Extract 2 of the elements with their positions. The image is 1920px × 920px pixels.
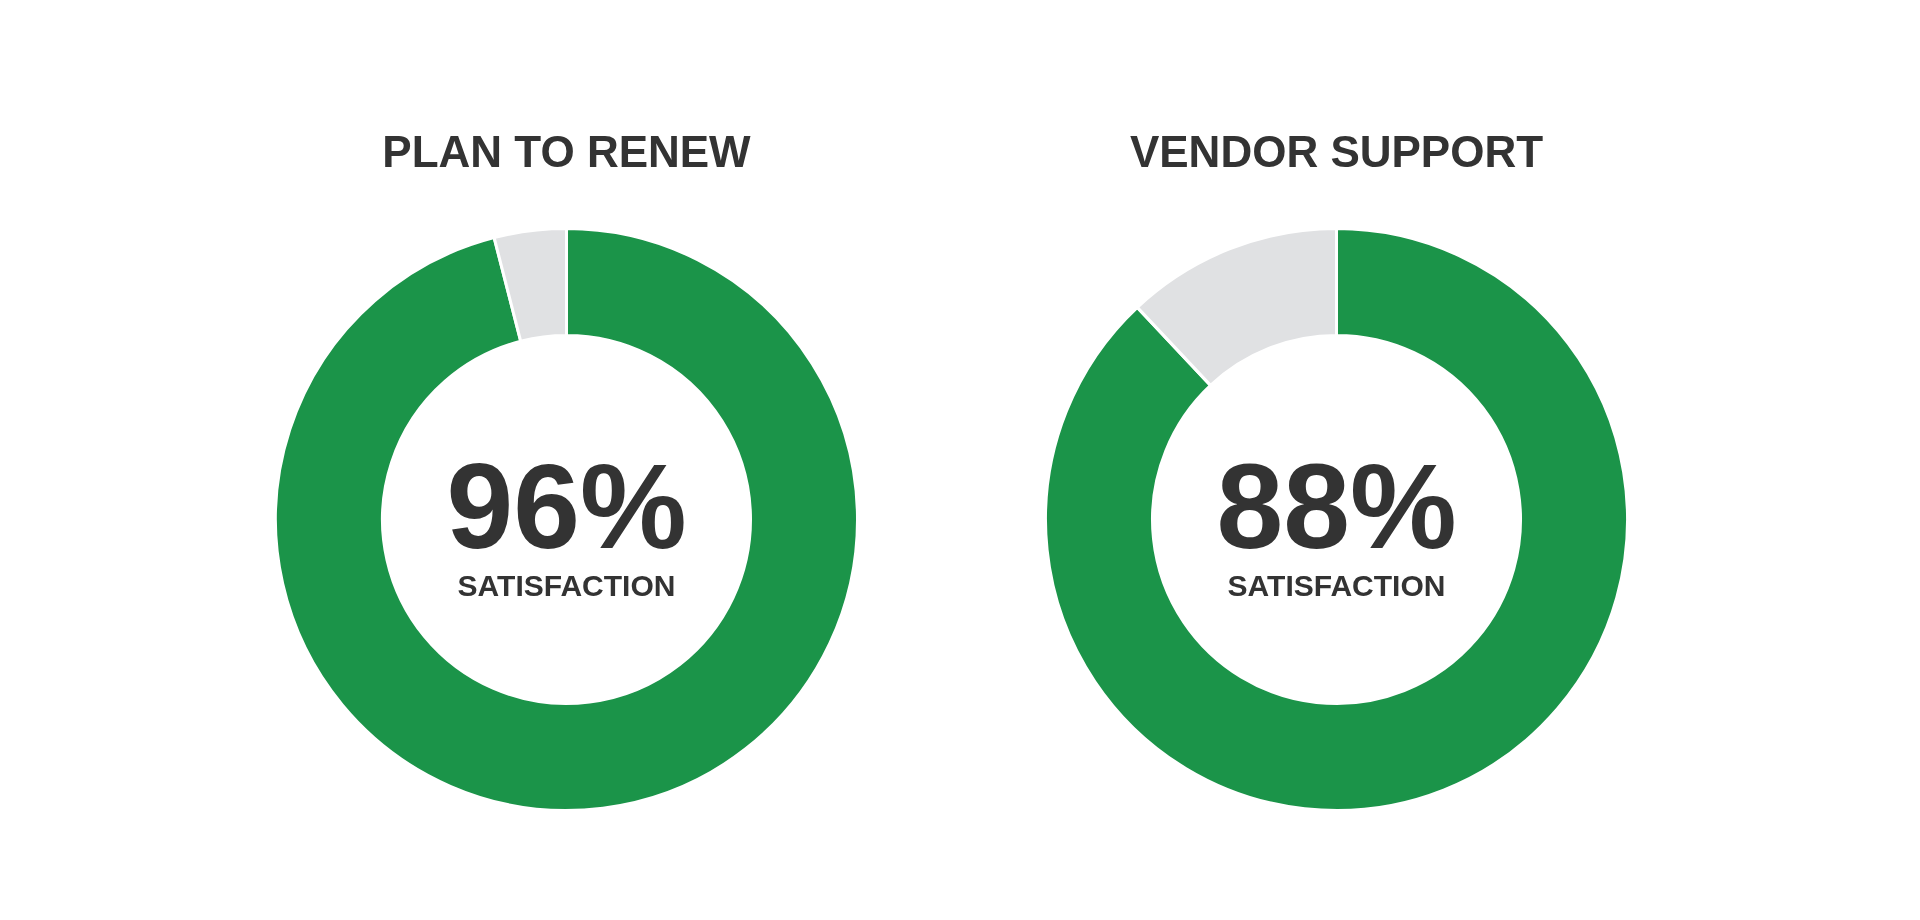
chart-title: PLAN TO RENEW [382,127,752,176]
chart-title: VENDOR SUPPORT [1129,127,1544,176]
